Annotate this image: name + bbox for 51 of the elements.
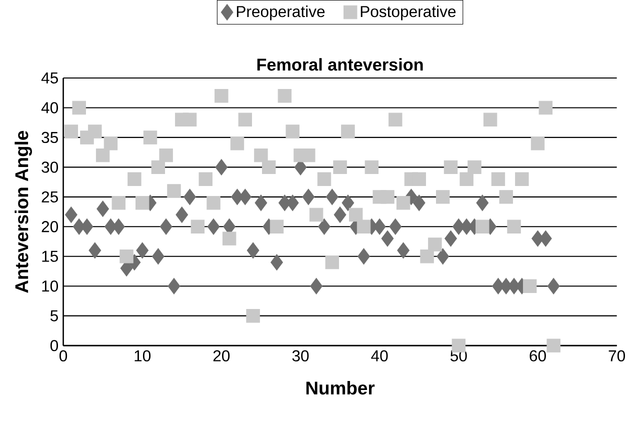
- point: [334, 206, 346, 224]
- point: [310, 278, 323, 294]
- point: [476, 194, 489, 212]
- legend-label: Postoperative: [360, 6, 456, 20]
- point: [444, 230, 457, 247]
- point: [64, 206, 78, 224]
- point: [136, 242, 149, 259]
- point: [318, 218, 330, 235]
- chart-title: Femoral anteversion: [257, 58, 423, 71]
- legend-label: Preoperative: [236, 6, 325, 20]
- point: [326, 188, 338, 206]
- y-tick-label: 5: [50, 310, 58, 322]
- point: [270, 254, 283, 271]
- point: [246, 242, 260, 259]
- y-tick-label: 20: [42, 221, 58, 232]
- y-tick-label: 0: [50, 340, 58, 352]
- y-tick-label: 45: [41, 72, 58, 84]
- point: [302, 188, 315, 206]
- y-axis-title: Anteversion Angle: [14, 131, 32, 293]
- x-tick-label: 0: [59, 350, 68, 362]
- point: [547, 278, 560, 294]
- y-tick-label: 35: [42, 132, 58, 144]
- point: [207, 218, 220, 235]
- x-tick-label: 20: [213, 350, 230, 362]
- point: [96, 200, 110, 218]
- point: [342, 194, 354, 212]
- x-tick-label: 10: [134, 350, 151, 362]
- point: [389, 218, 402, 235]
- x-tick-label: 40: [371, 350, 388, 362]
- x-tick-label: 70: [608, 350, 625, 362]
- point: [412, 194, 426, 212]
- x-tick-label: 60: [530, 350, 546, 362]
- point: [397, 242, 410, 259]
- y-tick-label: 40: [41, 102, 58, 114]
- x-axis-title: Number: [306, 381, 375, 395]
- y-tick-label: 25: [42, 191, 58, 203]
- y-tick-label: 15: [42, 251, 58, 262]
- y-tick-label: 30: [42, 162, 58, 173]
- point: [381, 230, 394, 247]
- point: [215, 159, 228, 176]
- point: [254, 194, 268, 212]
- point: [176, 206, 188, 224]
- point: [436, 248, 450, 265]
- point: [168, 278, 180, 294]
- y-tick-label: 10: [42, 280, 58, 292]
- point: [160, 218, 172, 235]
- x-tick-label: 30: [292, 350, 309, 362]
- point: [88, 242, 102, 259]
- point: [152, 248, 164, 265]
- point: [358, 248, 370, 265]
- point: [184, 188, 196, 206]
